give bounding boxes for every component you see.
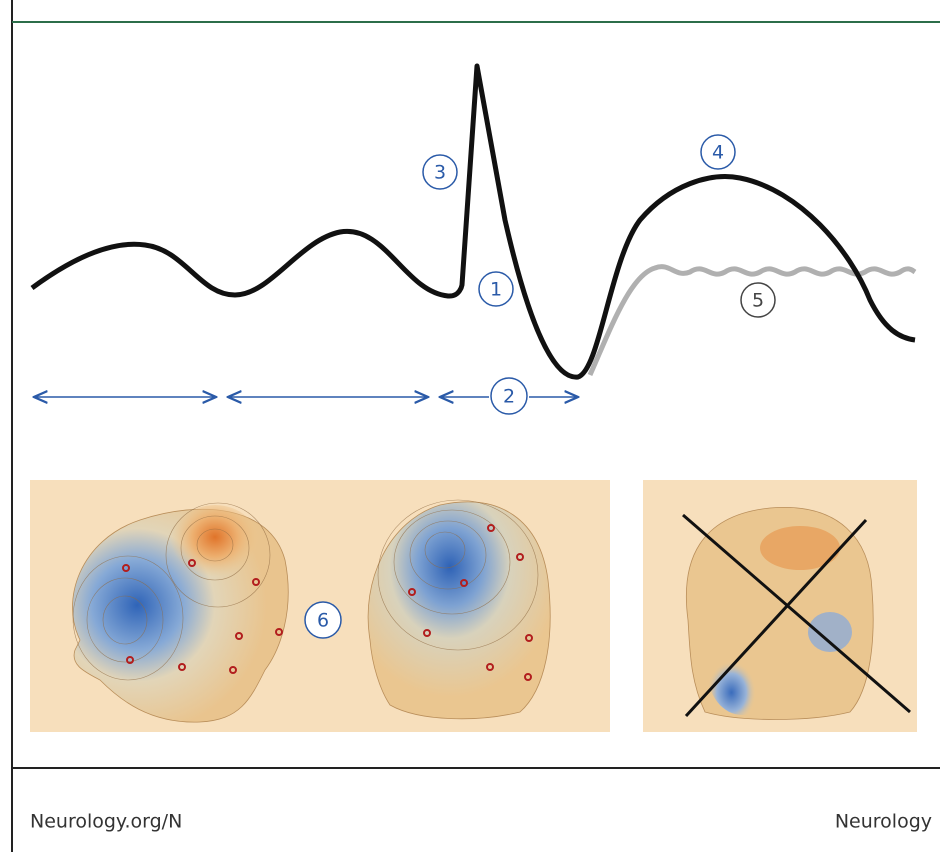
footer-right: Neurology (835, 811, 932, 833)
marker-label: 6 (317, 610, 329, 632)
waveform-gray (590, 267, 915, 375)
marker-label: 1 (490, 279, 502, 301)
marker-label: 5 (752, 290, 764, 312)
waveform-black (32, 66, 915, 377)
marker-6: 6 (305, 602, 341, 638)
figure: 1 2 3 4 5 6 (0, 0, 940, 852)
marker-label: 3 (434, 162, 446, 184)
marker-label: 2 (503, 386, 515, 408)
footer-left: Neurology.org/N (30, 811, 182, 833)
marker-label: 4 (712, 142, 724, 164)
